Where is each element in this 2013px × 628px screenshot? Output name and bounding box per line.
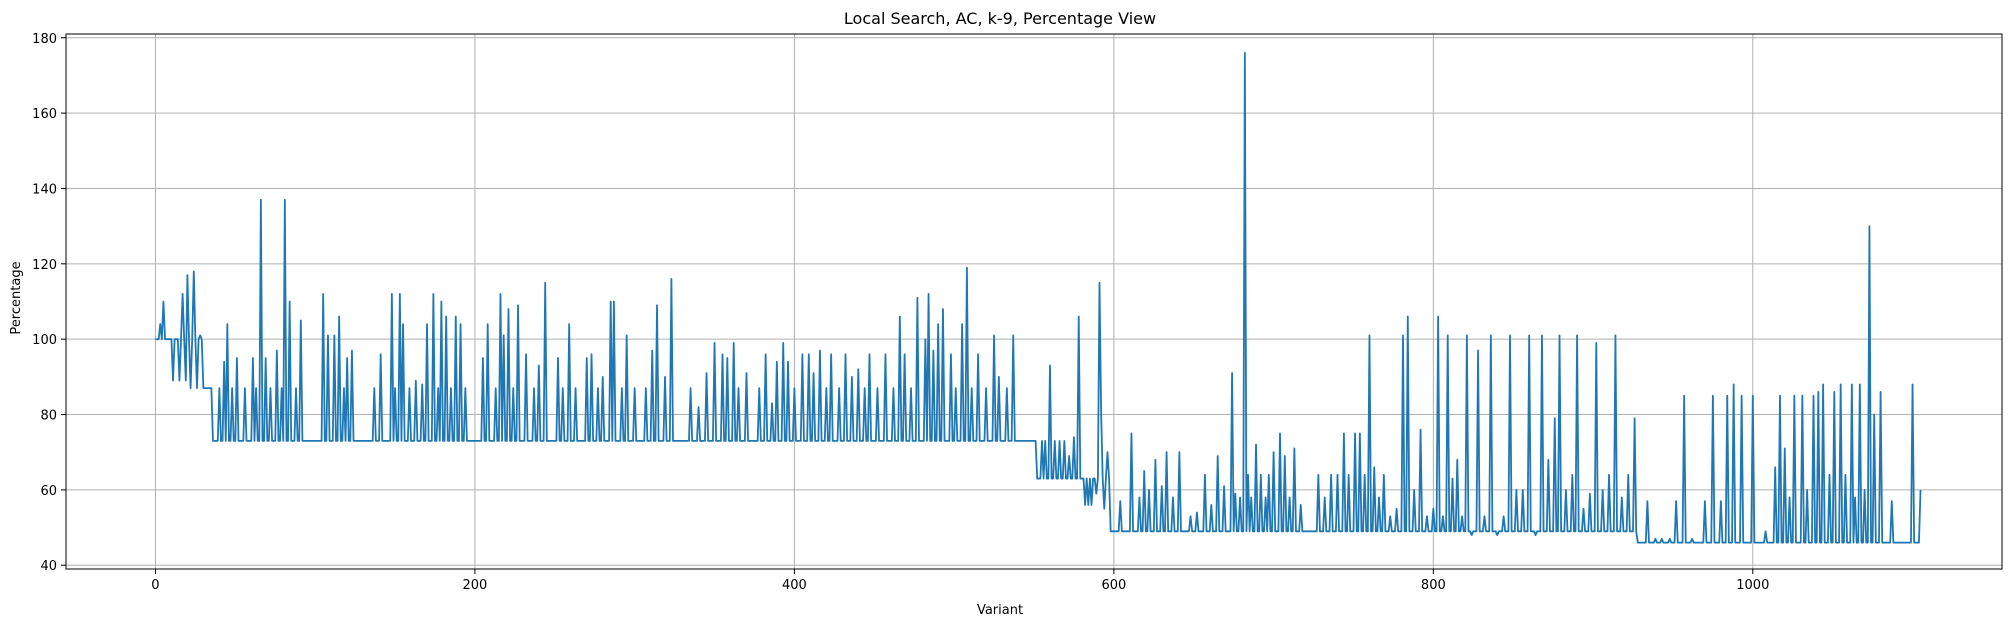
x-tick-label: 600: [1101, 578, 1126, 593]
y-tick-label: 180: [32, 32, 57, 47]
y-tick-label: 40: [40, 559, 57, 574]
y-tick-label: 60: [40, 484, 57, 499]
series-line-percentage: [155, 51, 1922, 544]
x-axis: 0 200 400 600 800 1000: [151, 569, 1769, 593]
x-tick-label: 400: [782, 578, 807, 593]
plot-frame: [65, 33, 2003, 570]
y-tick-label: 120: [32, 258, 57, 273]
y-axis: 40 60 80 100 120 140 160 180: [32, 32, 66, 574]
chart-title: Local Search, AC, k-9, Percentage View: [844, 9, 1156, 28]
series-layer: [155, 51, 1922, 544]
y-tick-label: 160: [32, 107, 57, 122]
y-tick-label: 140: [32, 182, 57, 197]
y-tick-label: 80: [40, 409, 57, 424]
x-axis-label: Variant: [977, 603, 1023, 618]
x-tick-label: 1000: [1736, 578, 1769, 593]
x-tick-label: 0: [151, 578, 159, 593]
x-tick-label: 800: [1421, 578, 1446, 593]
x-tick-label: 200: [463, 578, 488, 593]
y-tick-label: 100: [32, 333, 57, 348]
y-axis-label: Percentage: [9, 261, 24, 334]
grid: [66, 34, 2002, 569]
